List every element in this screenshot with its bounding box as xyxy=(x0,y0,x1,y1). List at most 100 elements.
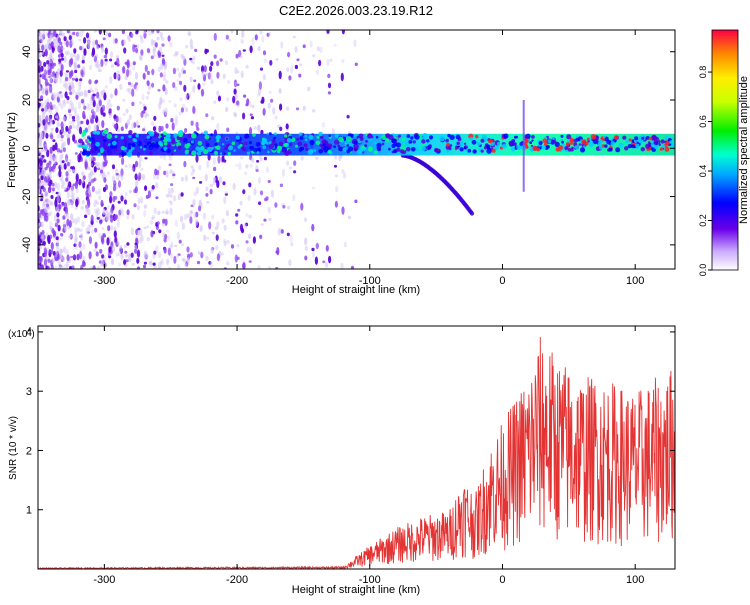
noise-speck xyxy=(167,187,171,194)
ridge-dot xyxy=(622,135,627,140)
noise-speck xyxy=(95,109,99,113)
snr-ytick-label: 1 xyxy=(26,505,32,517)
noise-speck xyxy=(46,82,50,86)
ridge-dot xyxy=(337,144,341,148)
ridge-dot xyxy=(488,139,492,143)
noise-speck xyxy=(56,196,60,203)
ridge-dot xyxy=(422,133,428,138)
noise-speck xyxy=(315,69,320,75)
ridge-dot xyxy=(190,140,194,144)
noise-speck xyxy=(250,116,254,120)
noise-speck xyxy=(46,113,50,121)
ridge-dot xyxy=(204,141,208,144)
ridge-dot xyxy=(645,143,651,149)
ridge-dot xyxy=(163,141,168,146)
noise-speck xyxy=(80,206,84,210)
noise-speck xyxy=(216,253,220,262)
ridge-dot xyxy=(460,141,464,145)
noise-speck xyxy=(255,169,259,172)
noise-speck xyxy=(143,106,147,111)
ridge-dot xyxy=(573,138,578,143)
noise-speck xyxy=(176,67,180,72)
noise-speck xyxy=(117,200,121,204)
noise-speck xyxy=(257,264,261,269)
noise-speck xyxy=(80,91,84,97)
noise-speck xyxy=(38,178,41,182)
noise-speck xyxy=(137,227,141,231)
noise-speck xyxy=(192,105,196,115)
noise-speck xyxy=(141,174,146,181)
noise-speck xyxy=(167,235,171,241)
noise-speck xyxy=(268,32,272,36)
noise-speck xyxy=(49,77,53,84)
noise-speck xyxy=(54,265,58,269)
ridge-dot xyxy=(78,138,83,144)
noise-speck xyxy=(113,180,117,187)
noise-speck xyxy=(172,82,176,88)
noise-speck xyxy=(74,245,78,250)
noise-speck xyxy=(41,234,45,242)
noise-speck xyxy=(66,161,70,167)
noise-speck xyxy=(70,80,74,89)
noise-speck xyxy=(191,168,196,173)
noise-speck xyxy=(88,79,92,85)
noise-speck xyxy=(327,91,331,95)
noise-speck xyxy=(259,67,264,71)
noise-speck xyxy=(302,105,306,111)
ridge-dot xyxy=(281,149,286,153)
ridge-dot xyxy=(530,144,534,148)
noise-speck xyxy=(101,227,105,230)
noise-speck xyxy=(65,40,69,48)
noise-speck xyxy=(48,43,52,51)
noise-speck xyxy=(72,134,76,142)
noise-speck xyxy=(62,224,67,228)
noise-speck xyxy=(74,231,78,236)
ridge-dot xyxy=(651,134,657,141)
ridge-dot xyxy=(338,146,343,152)
ridge-dot xyxy=(227,151,231,156)
noise-speck xyxy=(166,258,170,266)
noise-speck xyxy=(174,119,178,127)
noise-speck xyxy=(222,181,226,186)
noise-speck xyxy=(188,93,192,97)
noise-speck xyxy=(143,30,147,34)
noise-speck xyxy=(62,116,66,122)
noise-speck xyxy=(59,149,63,153)
noise-speck xyxy=(304,246,308,251)
noise-speck xyxy=(67,109,72,114)
ridge-dot xyxy=(538,140,543,146)
ridge-dot xyxy=(323,145,329,152)
noise-speck xyxy=(120,175,124,181)
noise-speck xyxy=(79,30,83,38)
snr-xtick-label: -300 xyxy=(93,574,115,586)
noise-speck xyxy=(64,157,68,161)
noise-speck xyxy=(107,205,111,209)
noise-speck xyxy=(76,253,80,261)
noise-speck xyxy=(274,202,278,208)
noise-speck xyxy=(71,197,75,202)
noise-speck xyxy=(79,78,83,82)
noise-speck xyxy=(49,109,53,115)
ridge-dot xyxy=(660,139,665,144)
noise-speck xyxy=(49,34,53,40)
noise-speck xyxy=(173,255,177,264)
ridge-dot xyxy=(210,133,214,137)
noise-speck xyxy=(101,166,105,171)
noise-speck xyxy=(57,224,61,232)
noise-speck xyxy=(235,220,239,225)
noise-speck xyxy=(131,167,135,172)
noise-speck xyxy=(68,181,72,188)
noise-speck xyxy=(93,177,97,182)
noise-speck xyxy=(38,265,42,269)
noise-speck xyxy=(50,166,54,172)
noise-speck xyxy=(81,30,85,34)
noise-speck xyxy=(118,116,122,124)
noise-speck xyxy=(123,244,127,249)
ridge-dot xyxy=(297,141,303,147)
noise-speck xyxy=(68,85,72,92)
noise-speck xyxy=(189,216,193,224)
noise-speck xyxy=(82,261,86,267)
noise-speck xyxy=(182,55,186,61)
noise-speck xyxy=(193,191,197,197)
ridge-dot xyxy=(625,139,629,144)
